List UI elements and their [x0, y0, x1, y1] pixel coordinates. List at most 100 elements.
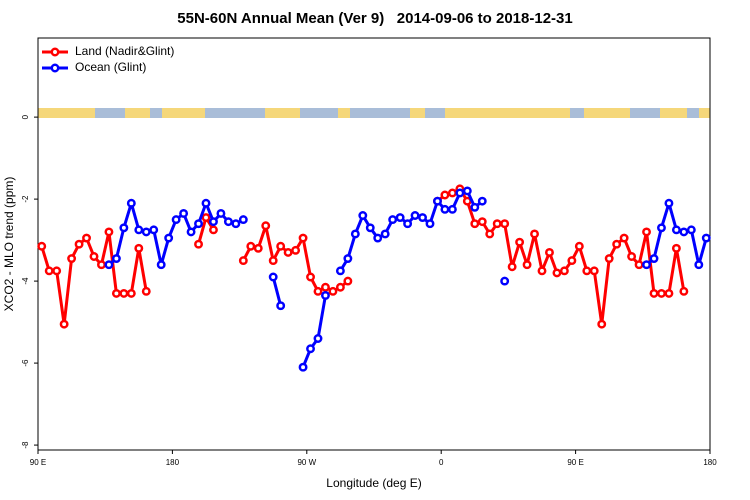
- point: [194, 239, 203, 249]
- point: [492, 219, 502, 229]
- point: [477, 196, 487, 206]
- point: [522, 260, 532, 270]
- point: [574, 241, 584, 251]
- point: [664, 288, 674, 298]
- point: [321, 290, 330, 300]
- legend-label: Land (Nadir&Glint): [75, 44, 174, 58]
- legend-label: Ocean (Glint): [75, 60, 146, 74]
- point: [186, 227, 196, 237]
- y-tick-label: -4: [21, 277, 30, 285]
- point: [470, 202, 480, 212]
- point: [686, 225, 696, 235]
- point: [126, 198, 136, 208]
- point: [388, 215, 398, 225]
- point: [627, 252, 637, 261]
- point: [634, 260, 644, 270]
- point: [134, 243, 144, 253]
- point: [194, 219, 203, 229]
- ocean-band: [630, 108, 660, 118]
- point: [447, 204, 457, 214]
- point: [104, 227, 114, 237]
- point: [268, 256, 278, 266]
- point: [671, 225, 681, 235]
- point: [209, 225, 218, 235]
- point: [440, 204, 450, 214]
- x-tick-label: 180: [703, 458, 717, 467]
- point: [515, 237, 525, 247]
- point: [649, 288, 659, 298]
- ocean-band: [150, 108, 162, 118]
- point: [111, 288, 121, 298]
- point: [52, 266, 62, 276]
- x-axis-label: Longitude (deg E): [326, 476, 421, 490]
- point: [447, 188, 457, 198]
- x-tick-label: 90 E: [30, 458, 46, 467]
- ocean-band: [570, 108, 584, 118]
- point: [156, 260, 166, 270]
- point: [582, 266, 592, 276]
- point: [589, 266, 599, 276]
- point: [201, 198, 211, 208]
- point: [67, 254, 77, 264]
- point: [74, 239, 84, 249]
- point: [537, 266, 547, 276]
- x-tick-label: 90 E: [567, 458, 583, 467]
- point: [171, 215, 181, 225]
- point: [111, 254, 121, 264]
- point: [679, 286, 689, 296]
- point: [440, 190, 450, 200]
- ocean-band: [425, 108, 445, 118]
- point: [649, 254, 659, 264]
- point: [425, 219, 435, 229]
- point: [657, 223, 666, 233]
- point: [462, 186, 472, 196]
- point: [365, 223, 375, 233]
- point: [44, 266, 54, 276]
- legend-marker: [50, 63, 60, 73]
- point: [500, 276, 510, 286]
- point: [97, 260, 106, 270]
- point: [268, 272, 278, 282]
- point: [642, 260, 651, 270]
- point: [403, 219, 413, 229]
- point: [530, 229, 539, 239]
- ocean-band: [205, 108, 265, 118]
- point: [82, 233, 91, 243]
- point: [410, 211, 420, 220]
- point: [694, 260, 704, 270]
- point: [500, 219, 510, 229]
- point: [238, 256, 248, 266]
- point: [238, 215, 248, 225]
- point: [597, 319, 607, 329]
- point: [201, 213, 211, 223]
- point: [343, 276, 353, 286]
- point: [313, 286, 323, 296]
- point: [231, 219, 241, 229]
- point: [246, 241, 256, 251]
- point: [328, 286, 338, 296]
- point: [619, 233, 629, 243]
- point: [335, 266, 345, 276]
- point: [253, 243, 263, 253]
- ocean-band: [95, 108, 125, 118]
- point: [552, 268, 562, 278]
- point: [477, 217, 487, 227]
- point: [545, 247, 554, 257]
- point: [343, 254, 353, 264]
- y-tick-label: 0: [21, 114, 30, 119]
- point: [261, 221, 271, 231]
- point: [313, 334, 323, 343]
- point: [358, 211, 368, 220]
- point: [298, 233, 308, 243]
- point: [567, 256, 577, 266]
- point: [433, 196, 442, 206]
- map-strip: [38, 108, 710, 118]
- point: [321, 282, 330, 292]
- ocean-band: [300, 108, 338, 118]
- point: [679, 227, 689, 237]
- point: [141, 286, 151, 296]
- point: [507, 262, 517, 272]
- point: [657, 288, 666, 298]
- point: [642, 227, 651, 237]
- y-axis-label: XCO2 - MLO trend (ppm): [2, 177, 16, 312]
